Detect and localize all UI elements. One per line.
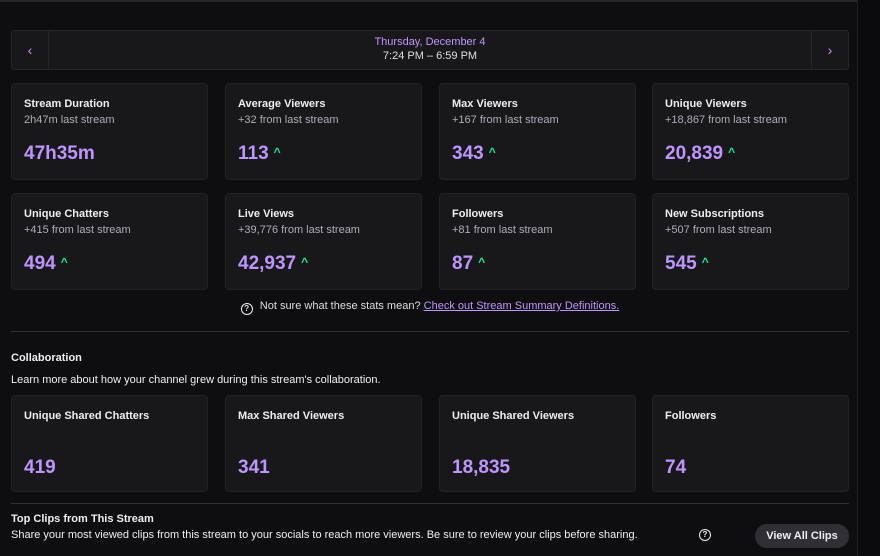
- stat-value-text: 419: [24, 457, 56, 478]
- trend-up-icon: ^: [488, 145, 496, 159]
- stat-label: Average Viewers: [238, 98, 326, 110]
- stats-help-line: ? Not sure what these stats mean? Check …: [0, 300, 860, 315]
- stream-time-range: 7:24 PM – 6:59 PM: [382, 50, 478, 62]
- stat-card-unique-viewers: Unique Viewers +18,867 from last stream …: [652, 83, 849, 180]
- collaboration-description: Learn more about how your channel grew d…: [11, 374, 381, 386]
- stat-value: 419: [24, 457, 56, 479]
- trend-up-icon: ^: [728, 145, 736, 159]
- chevron-left-icon: ‹: [27, 42, 33, 58]
- trend-up-icon: ^: [478, 255, 486, 269]
- stream-date-range: Thursday, December 4 7:24 PM – 6:59 PM: [48, 35, 812, 64]
- stat-label: Unique Chatters: [24, 208, 109, 220]
- previous-stream-button[interactable]: ‹: [12, 31, 49, 69]
- stat-value-text: 113: [238, 143, 269, 164]
- stat-value: 343 ^: [452, 143, 496, 165]
- collab-card-unique-shared-viewers: Unique Shared Viewers 18,835: [439, 395, 636, 492]
- stat-value: 341: [238, 457, 270, 479]
- help-text: Not sure what these stats mean?: [259, 300, 421, 312]
- stat-value-text: 42,937: [238, 253, 297, 274]
- stream-date-navigator: ‹ Thursday, December 4 7:24 PM – 6:59 PM…: [11, 30, 849, 70]
- stat-value: 47h35m: [24, 143, 95, 165]
- question-circle-icon: ?: [240, 303, 253, 315]
- stat-comparison: +39,776 from last stream: [238, 224, 360, 236]
- section-divider: [11, 503, 849, 504]
- stat-value-text: 18,835: [452, 457, 511, 478]
- stat-comparison: +167 from last stream: [452, 114, 559, 126]
- stat-value: 42,937 ^: [238, 253, 308, 275]
- stat-comparison: +18,867 from last stream: [665, 114, 787, 126]
- stat-value-text: 47h35m: [24, 143, 95, 164]
- stat-value-text: 545: [665, 253, 697, 274]
- stat-comparison: +32 from last stream: [238, 114, 339, 126]
- question-circle-icon[interactable]: ?: [699, 529, 711, 541]
- stat-label: Max Viewers: [452, 98, 518, 110]
- stat-value-text: 87: [452, 253, 474, 274]
- stat-value-text: 343: [452, 143, 484, 164]
- stat-value-text: 20,839: [665, 143, 724, 164]
- stat-value: 74: [665, 457, 686, 479]
- stat-label: Live Views: [238, 208, 295, 220]
- stat-comparison: +415 from last stream: [24, 224, 131, 236]
- next-stream-button[interactable]: ›: [811, 31, 848, 69]
- stat-card-max-viewers: Max Viewers +167 from last stream 343 ^: [439, 83, 636, 180]
- stat-value-text: 341: [238, 457, 270, 478]
- stat-value: 87 ^: [452, 253, 485, 275]
- stream-summary-definitions-link[interactable]: Check out Stream Summary Definitions.: [423, 300, 620, 312]
- collab-card-unique-shared-chatters: Unique Shared Chatters 419: [11, 395, 208, 492]
- stream-date: Thursday, December 4: [374, 36, 486, 48]
- stat-label: Followers: [452, 208, 504, 220]
- right-scroll-gutter: [857, 0, 880, 556]
- stat-label: Stream Duration: [24, 98, 110, 110]
- collab-card-max-shared-viewers: Max Shared Viewers 341: [225, 395, 422, 492]
- trend-up-icon: ^: [60, 255, 68, 269]
- trend-up-icon: ^: [273, 145, 281, 159]
- stat-comparison: 2h47m last stream: [24, 114, 115, 126]
- stat-card-live-views: Live Views +39,776 from last stream 42,9…: [225, 193, 422, 290]
- chevron-right-icon: ›: [827, 42, 833, 58]
- stat-card-unique-chatters: Unique Chatters +415 from last stream 49…: [11, 193, 208, 290]
- stat-value: 20,839 ^: [665, 143, 735, 165]
- stat-label: New Subscriptions: [665, 208, 765, 220]
- stat-label: Unique Viewers: [665, 98, 747, 110]
- stat-value: 545 ^: [665, 253, 709, 275]
- stat-label: Max Shared Viewers: [238, 410, 345, 422]
- trend-up-icon: ^: [301, 255, 309, 269]
- stat-comparison: +507 from last stream: [665, 224, 772, 236]
- stat-label: Followers: [665, 410, 717, 422]
- stat-value-text: 74: [665, 457, 687, 478]
- stat-comparison: +81 from last stream: [452, 224, 553, 236]
- stat-card-followers: Followers +81 from last stream 87 ^: [439, 193, 636, 290]
- view-all-clips-button[interactable]: View All Clips: [755, 524, 849, 548]
- top-border: [0, 0, 880, 2]
- stat-card-stream-duration: Stream Duration 2h47m last stream 47h35m: [11, 83, 208, 180]
- stat-value-text: 494: [24, 253, 56, 274]
- top-clips-description: Share your most viewed clips from this s…: [11, 529, 638, 541]
- top-clips-title: Top Clips from This Stream: [11, 513, 154, 525]
- stat-value: 18,835: [452, 457, 510, 479]
- stat-label: Unique Shared Chatters: [24, 410, 150, 422]
- trend-up-icon: ^: [701, 255, 709, 269]
- stat-card-average-viewers: Average Viewers +32 from last stream 113…: [225, 83, 422, 180]
- stat-label: Unique Shared Viewers: [452, 410, 575, 422]
- collaboration-title: Collaboration: [11, 352, 82, 364]
- stat-value: 113 ^: [238, 143, 281, 165]
- collab-card-followers: Followers 74: [652, 395, 849, 492]
- stat-value: 494 ^: [24, 253, 68, 275]
- stat-card-new-subscriptions: New Subscriptions +507 from last stream …: [652, 193, 849, 290]
- section-divider: [11, 331, 849, 332]
